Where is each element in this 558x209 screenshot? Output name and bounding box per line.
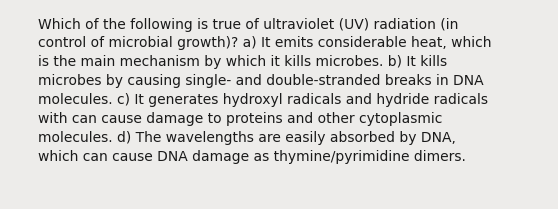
Text: Which of the following is true of ultraviolet (UV) radiation (in
control of micr: Which of the following is true of ultrav… xyxy=(38,18,492,164)
